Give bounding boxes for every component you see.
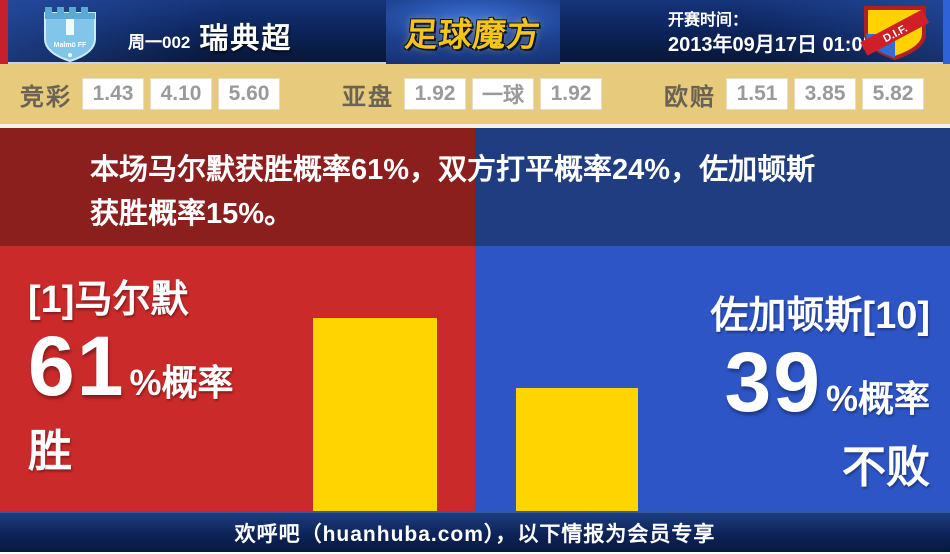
summary-bg-red bbox=[0, 128, 475, 246]
dif-crest-icon: D.I.F. bbox=[856, 5, 934, 66]
away-team-name: 佐加顿斯[10] bbox=[710, 295, 930, 337]
home-outcome-label: 胜 bbox=[28, 426, 72, 476]
odds-value-box: 5.82 bbox=[862, 78, 924, 110]
malmo-crest-icon: Malmö FF bbox=[33, 3, 107, 68]
odds-group-jingcai: 竞彩 1.43 4.10 5.60 bbox=[20, 77, 280, 112]
away-text-block: 佐加顿斯[10] 39 %概率 不败 bbox=[710, 284, 930, 495]
site-logo-panel[interactable]: 足球魔方 bbox=[386, 0, 560, 64]
probability-summary-text: 本场马尔默获胜概率61%，双方打平概率24%，佐加顿斯 获胜概率15%。 bbox=[0, 128, 950, 236]
odds-value-box: 1.92 bbox=[540, 78, 602, 110]
home-text-block: [1]马尔默 61 %概率 胜 bbox=[28, 268, 233, 479]
footer-site-link[interactable]: 欢呼吧（huanhuba.com），以下情报为会员专享 bbox=[234, 522, 716, 546]
kickoff-block: 开赛时间： 2013年09月17日 01:05 bbox=[668, 9, 874, 58]
footer-bar: 欢呼吧（huanhuba.com），以下情报为会员专享 bbox=[0, 511, 950, 552]
site-logo[interactable]: 足球魔方 bbox=[403, 16, 543, 53]
match-title: 周一002 瑞典超 bbox=[128, 15, 292, 57]
odds-group-oupei: 欧赔 1.51 3.85 5.82 bbox=[664, 77, 924, 112]
home-probability-bar bbox=[313, 318, 437, 511]
odds-value-box: 1.51 bbox=[726, 78, 788, 110]
odds-value-box: 3.85 bbox=[794, 78, 856, 110]
odds-value-box: 4.10 bbox=[150, 78, 212, 110]
away-panel: 佐加顿斯[10] 39 %概率 不败 bbox=[475, 246, 950, 511]
odds-value-box: 5.60 bbox=[218, 78, 280, 110]
right-blue-edge-strip bbox=[943, 0, 950, 64]
left-red-edge-strip bbox=[0, 0, 8, 64]
home-team-name: [1]马尔默 bbox=[28, 279, 189, 321]
header-bar: Malmö FF 周一002 瑞典超 足球魔方 开赛时间： 2013年09月17… bbox=[0, 0, 950, 64]
match-code: 周一002 bbox=[128, 33, 191, 52]
kickoff-time: 2013年09月17日 01:05 bbox=[668, 34, 874, 56]
summary-line-1: 本场马尔默获胜概率61%，双方打平概率24%，佐加顿斯 bbox=[90, 154, 816, 186]
home-panel: [1]马尔默 61 %概率 胜 bbox=[0, 246, 475, 511]
odds-value-box: 1.43 bbox=[82, 78, 144, 110]
divider-line bbox=[0, 124, 950, 128]
home-percent-label: %概率 bbox=[129, 362, 234, 403]
home-probability-value: 61 bbox=[28, 319, 126, 413]
summary-bg-blue bbox=[475, 128, 950, 246]
away-probability-bar bbox=[516, 388, 638, 511]
home-probability-line: 61 %概率 bbox=[28, 319, 234, 413]
kickoff-label: 开赛时间： bbox=[668, 12, 749, 29]
odds-group-yapan: 亚盘 1.92 一球 1.92 bbox=[342, 77, 602, 112]
probability-summary-band: 本场马尔默获胜概率61%，双方打平概率24%，佐加顿斯 获胜概率15%。 bbox=[0, 128, 950, 246]
odds-value-box: 1.92 bbox=[404, 78, 466, 110]
main-panels: [1]马尔默 61 %概率 胜 佐加顿斯[10] 39 %概率 不败 bbox=[0, 246, 950, 511]
odds-value-box: 一球 bbox=[472, 78, 534, 110]
odds-label-oupei: 欧赔 bbox=[664, 83, 716, 111]
odds-label-jingcai: 竞彩 bbox=[20, 83, 72, 111]
away-probability-line: 39 %概率 bbox=[710, 335, 930, 429]
malmo-crest-text: Malmö FF bbox=[54, 42, 87, 49]
odds-label-yapan: 亚盘 bbox=[342, 83, 394, 111]
odds-row: 竞彩 1.43 4.10 5.60 亚盘 1.92 一球 1.92 欧赔 1.5… bbox=[0, 64, 950, 124]
away-probability-value: 39 bbox=[724, 335, 822, 429]
away-percent-label: %概率 bbox=[825, 378, 930, 419]
summary-line-2: 获胜概率15%。 bbox=[90, 198, 294, 230]
league-name: 瑞典超 bbox=[199, 23, 293, 55]
away-outcome-label: 不败 bbox=[842, 442, 930, 492]
